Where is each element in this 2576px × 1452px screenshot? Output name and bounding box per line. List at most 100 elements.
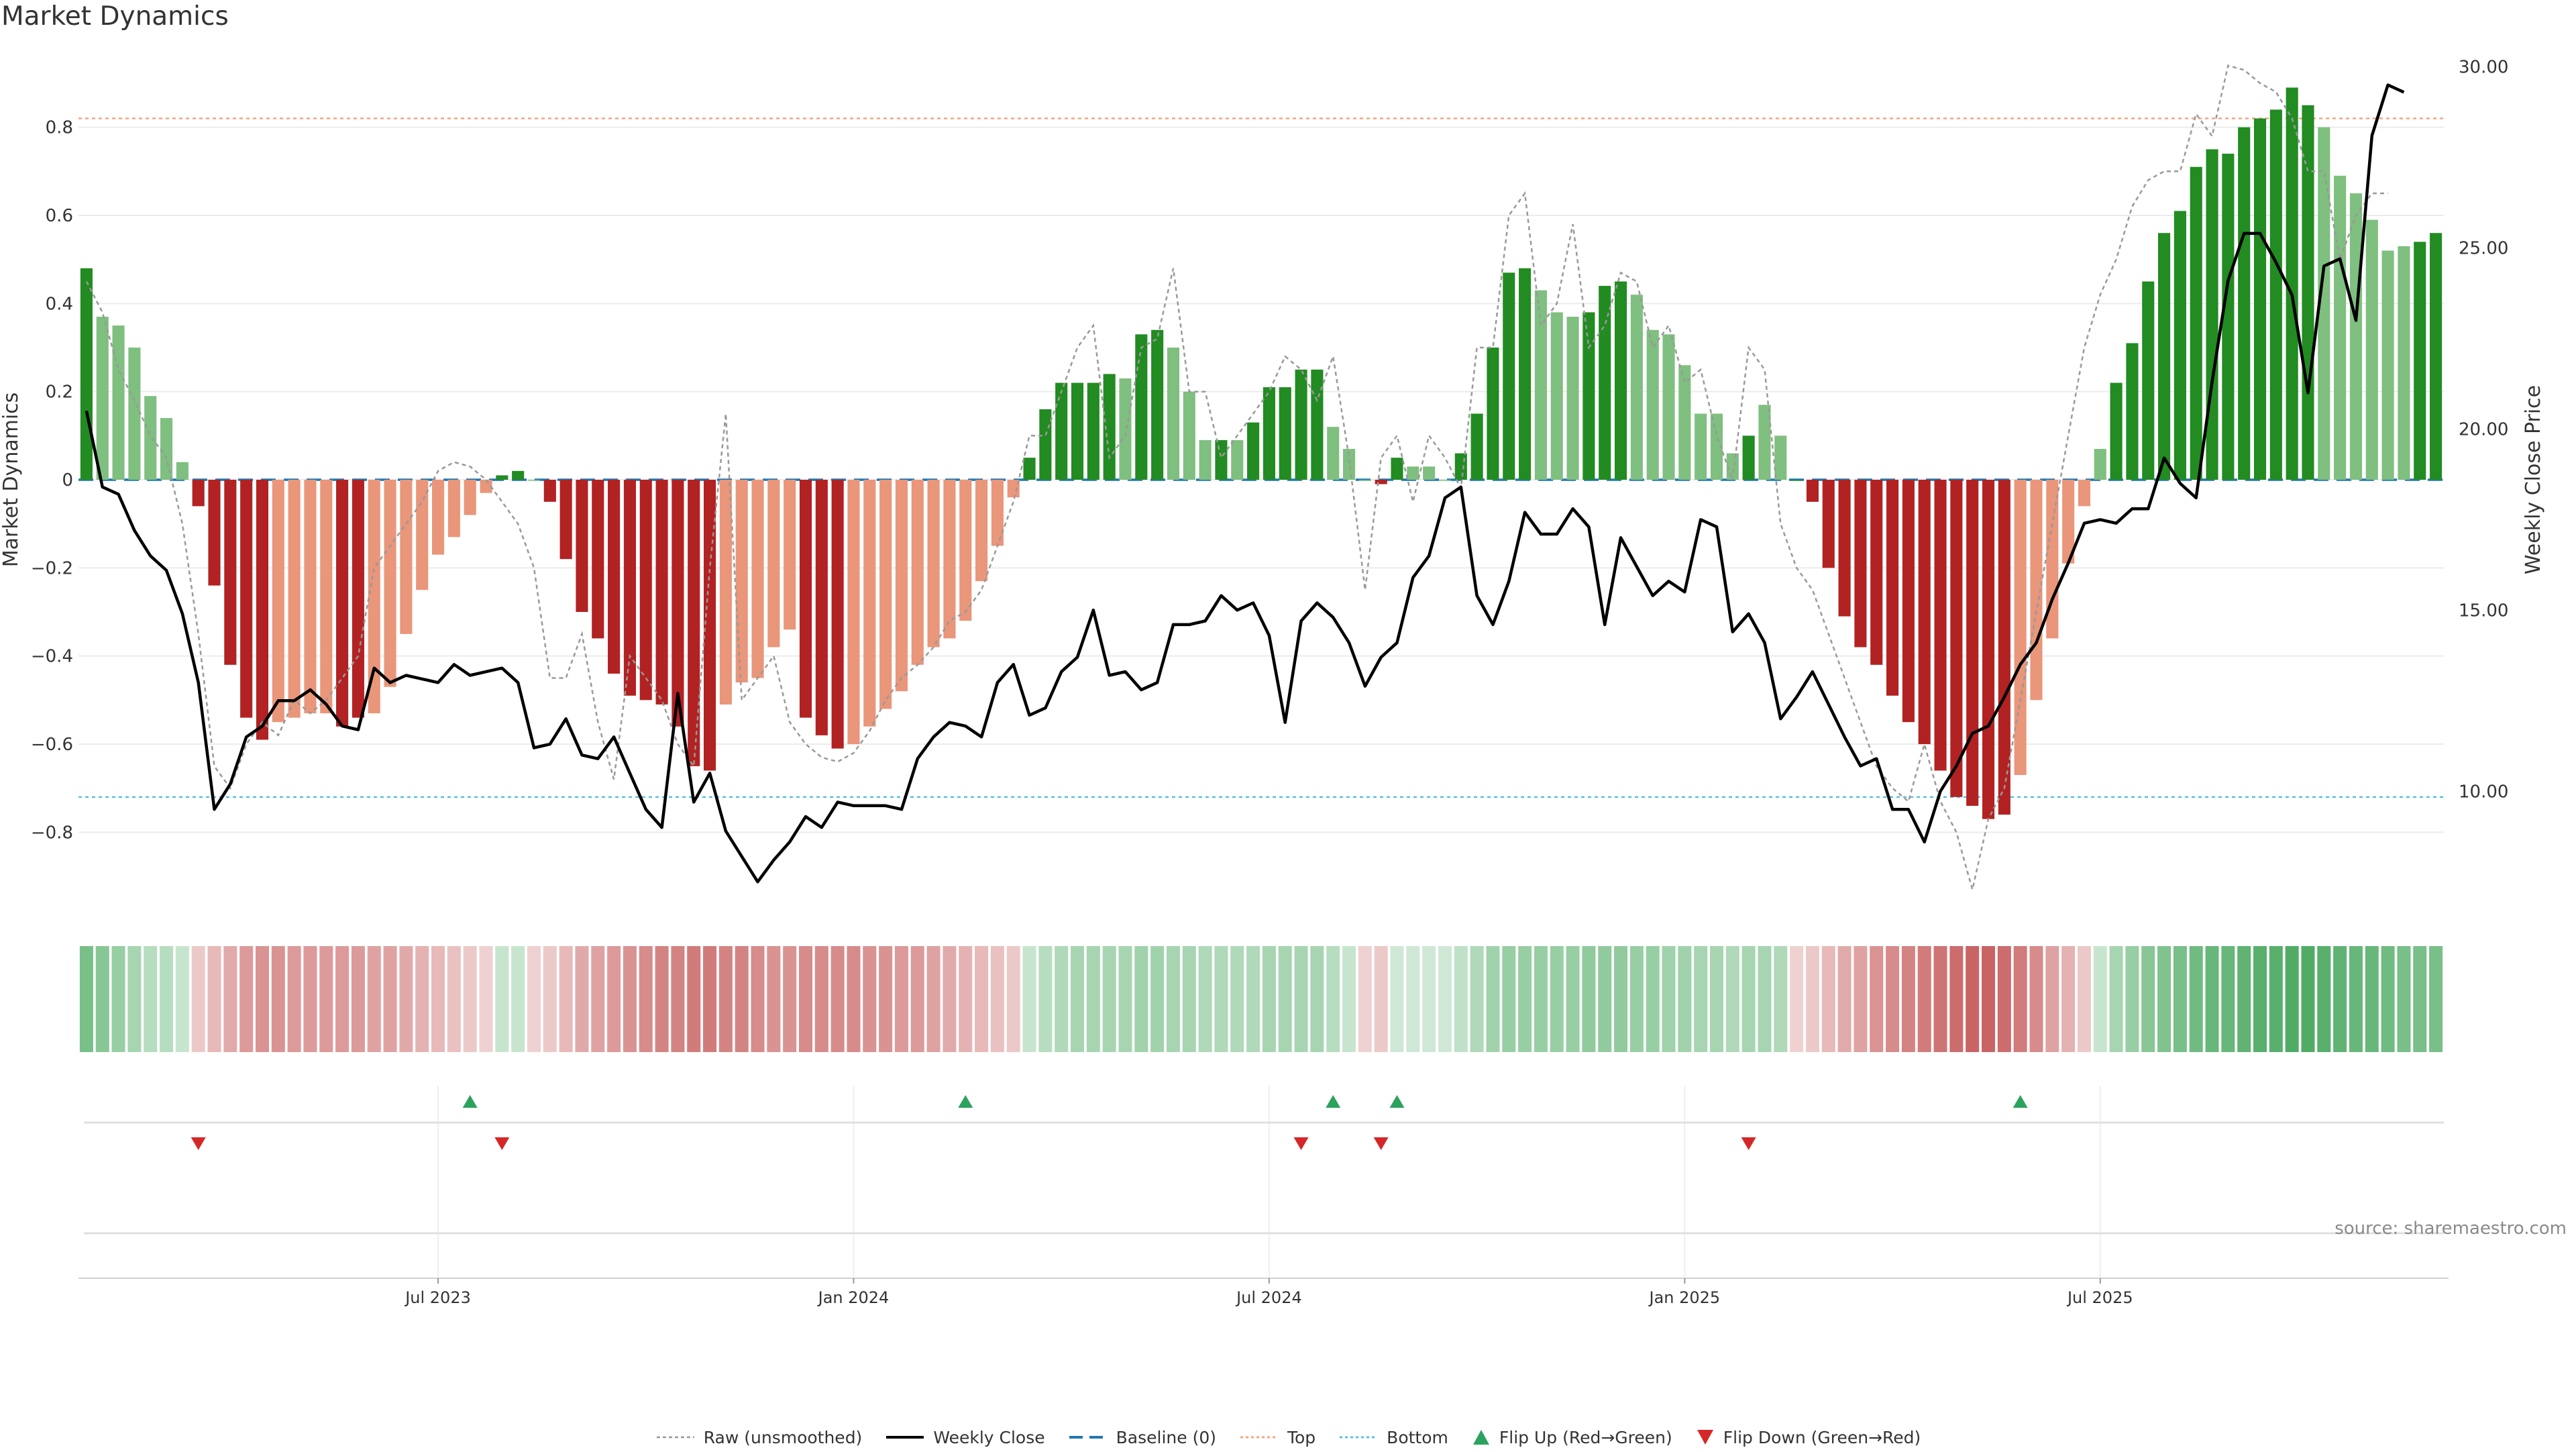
heat-cell — [111, 946, 125, 1052]
weekly-close-line — [85, 83, 2405, 884]
dynamics-bar — [320, 480, 333, 714]
heat-cell — [1262, 946, 1276, 1052]
dynamics-bar — [1886, 480, 1899, 696]
heat-cell — [2077, 946, 2091, 1052]
heat-cell — [383, 946, 397, 1052]
dynamics-bar — [2238, 127, 2251, 480]
heat-cell — [1454, 946, 1468, 1052]
heat-cell — [2157, 946, 2171, 1052]
heat-cell — [1342, 946, 1356, 1052]
source-note: source: sharemaestro.com — [2334, 1218, 2567, 1239]
heat-cell — [1406, 946, 1420, 1052]
heat-cell — [2301, 946, 2315, 1052]
heat-cell — [687, 946, 701, 1052]
legend-label-price: Weekly Close — [933, 1427, 1045, 1447]
y2-tick-label: 20.00 — [2459, 419, 2508, 439]
heat-cell — [751, 946, 765, 1052]
dynamics-bar — [1566, 317, 1579, 480]
heat-cell — [1278, 946, 1292, 1052]
legend-item-price: Weekly Close — [885, 1427, 1045, 1447]
y2-tick-label: 25.00 — [2459, 239, 2508, 259]
heat-cell — [1006, 946, 1020, 1052]
heat-cell — [335, 946, 350, 1052]
dynamics-bar — [1295, 369, 1307, 480]
heat-cell — [1949, 946, 1964, 1052]
dynamics-bar — [1375, 480, 1387, 484]
dynamics-bar — [1055, 382, 1068, 480]
dynamics-bar — [1854, 480, 1867, 647]
heat-cell — [1358, 946, 1372, 1052]
heat-cell — [1118, 946, 1132, 1052]
legend-bottom-line-icon — [1340, 1436, 1378, 1439]
heat-cell — [1246, 946, 1260, 1052]
heat-cell — [1582, 946, 1596, 1052]
heat-cell — [894, 946, 908, 1052]
dynamics-bar — [2094, 449, 2106, 480]
dynamics-bar — [2318, 127, 2330, 480]
heat-cell — [591, 946, 605, 1052]
dynamics-bar — [959, 480, 972, 621]
heat-cell — [1662, 946, 1676, 1052]
dynamics-bar — [176, 462, 189, 480]
heat-cell — [847, 946, 861, 1052]
y2-axis-title: Weekly Close Price — [2522, 385, 2545, 574]
y-tick-label: 0.4 — [46, 294, 73, 314]
dynamics-bar — [2286, 87, 2298, 480]
heat-cell — [255, 946, 269, 1052]
dynamics-bar — [1695, 413, 1707, 480]
dynamics-bar — [1470, 413, 1483, 480]
heat-cell — [1166, 946, 1180, 1052]
heat-cell — [1134, 946, 1148, 1052]
heat-cell — [1534, 946, 1548, 1052]
flip-down-marker — [1373, 1137, 1389, 1150]
heat-cell — [1917, 946, 1931, 1052]
dynamics-bar — [2222, 154, 2235, 480]
heat-cell — [1678, 946, 1692, 1052]
dynamics-bar — [1135, 334, 1148, 480]
dynamics-bar — [1678, 365, 1691, 480]
dynamics-bar — [2110, 382, 2123, 480]
dynamics-bar — [336, 480, 349, 727]
dynamics-bar — [192, 480, 205, 507]
dynamics-bar — [672, 480, 684, 727]
dynamics-bar — [2078, 480, 2091, 507]
heat-cell — [863, 946, 877, 1052]
dynamics-bar — [1151, 329, 1164, 480]
dynamics-bar — [1550, 312, 1563, 480]
heat-cell — [1966, 946, 1980, 1052]
heat-cell — [287, 946, 301, 1052]
dynamics-bar — [527, 480, 541, 481]
heat-cell — [1102, 946, 1116, 1052]
heat-cell — [1805, 946, 1819, 1052]
flip-down-marker — [494, 1137, 510, 1150]
dynamics-bar — [496, 475, 508, 480]
dynamics-bar — [2334, 175, 2347, 480]
heat-cell — [767, 946, 781, 1052]
y-tick-label: −0.8 — [31, 823, 73, 843]
dynamics-bar — [112, 325, 125, 480]
heat-cell — [703, 946, 717, 1052]
dynamics-bar — [2206, 149, 2218, 480]
dynamics-bar — [160, 418, 173, 480]
dynamics-bar — [1934, 480, 1947, 771]
dynamics-bar — [2174, 211, 2186, 480]
y-tick-label: −0.6 — [31, 735, 73, 755]
heat-cell — [2189, 946, 2203, 1052]
heat-cell — [1614, 946, 1628, 1052]
dynamics-bar — [1998, 480, 2010, 815]
heat-cell — [431, 946, 445, 1052]
heat-cell — [639, 946, 653, 1052]
dynamics-bar — [767, 480, 780, 647]
heat-cell — [463, 946, 477, 1052]
dynamics-bar — [991, 480, 1004, 546]
dynamics-bar — [1534, 290, 1547, 480]
dynamics-bar — [895, 480, 908, 692]
reference-lines — [78, 117, 2444, 798]
heat-cell — [2013, 946, 2027, 1052]
dynamics-bar — [2349, 193, 2363, 480]
heat-cell — [2381, 946, 2395, 1052]
heat-cell — [1214, 946, 1228, 1052]
heat-cell — [671, 946, 685, 1052]
heat-cell — [351, 946, 365, 1052]
dynamics-bar — [464, 480, 476, 515]
